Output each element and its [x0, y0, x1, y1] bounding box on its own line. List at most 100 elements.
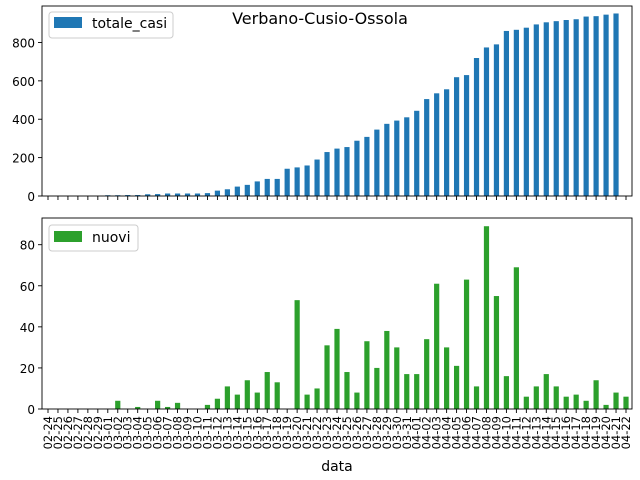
x-tick-label: 04-14 — [539, 416, 553, 449]
bar-totale_casi-03-21 — [304, 165, 310, 196]
y-tick-label: 0 — [27, 190, 35, 204]
bar-totale_casi-04-17 — [573, 19, 579, 196]
bottom-axes-frame — [41, 217, 633, 410]
bar-nuovi-03-18 — [274, 382, 280, 409]
x-tick-label: 04-05 — [450, 416, 464, 449]
bar-totale_casi-04-07 — [473, 58, 480, 197]
bar-totale_casi-04-11 — [513, 29, 519, 196]
chart-title: Verbano-Cusio-Ossola — [232, 9, 408, 28]
bar-nuovi-03-04 — [135, 406, 141, 409]
x-tick-label: 03-23 — [320, 416, 334, 449]
x-tick-label: 03-31 — [400, 416, 414, 449]
x-tick-label: 04-06 — [460, 416, 474, 449]
x-tick-label: 04-20 — [599, 416, 613, 449]
bar-nuovi-04-07 — [473, 386, 480, 409]
x-tick-label: 03-27 — [360, 416, 374, 449]
x-tick-label: 04-21 — [609, 416, 623, 449]
bar-nuovi-04-20 — [603, 404, 609, 409]
bar-totale_casi-03-11 — [204, 193, 211, 196]
bar-nuovi-04-17 — [573, 394, 579, 409]
bar-nuovi-03-15 — [244, 380, 250, 409]
bar-totale_casi-04-02 — [424, 99, 430, 196]
bar-totale_casi-03-15 — [244, 184, 250, 196]
bar-totale_casi-03-24 — [334, 148, 340, 196]
bar-nuovi-04-09 — [493, 296, 500, 409]
x-tick-label: 04-01 — [410, 416, 424, 449]
x-tick-label: 03-02 — [111, 416, 125, 449]
bar-nuovi-04-02 — [424, 339, 430, 409]
x-tick-label: 03-19 — [280, 416, 294, 449]
top-axes-frame — [41, 5, 633, 197]
x-tick-label: 02-26 — [61, 416, 75, 449]
bottom-bars — [115, 226, 629, 409]
x-tick-label: 04-22 — [619, 416, 633, 449]
bar-nuovi-03-20 — [294, 300, 300, 409]
x-tick-label: 03-13 — [220, 416, 234, 449]
bar-totale_casi-03-14 — [234, 186, 240, 196]
x-tick-label: 03-30 — [390, 416, 404, 449]
bottom-legend-swatch — [54, 231, 82, 242]
y-tick-label: 400 — [12, 113, 35, 127]
bar-nuovi-03-17 — [264, 372, 270, 409]
x-tick-label: 03-21 — [300, 416, 314, 449]
bar-totale_casi-03-10 — [194, 193, 201, 196]
x-tick-label: 04-09 — [489, 416, 503, 449]
bar-totale_casi-03-25 — [344, 147, 350, 196]
x-tick-label: 04-12 — [519, 416, 533, 449]
x-tick-label: 03-22 — [310, 416, 324, 449]
x-tick-label: 02-28 — [81, 416, 95, 449]
bar-totale_casi-03-13 — [224, 189, 230, 196]
bar-totale_casi-03-09 — [184, 193, 191, 196]
bar-totale_casi-04-20 — [603, 14, 609, 197]
bar-totale_casi-03-18 — [274, 178, 280, 196]
bar-totale_casi-04-21 — [613, 13, 619, 197]
bar-nuovi-04-06 — [463, 279, 470, 409]
bar-totale_casi-03-28 — [374, 129, 380, 196]
x-tick-label: 03-11 — [200, 416, 214, 449]
x-tick-label: 04-18 — [579, 416, 593, 449]
x-tick-label: 03-07 — [161, 416, 175, 449]
y-tick-label: 80 — [20, 239, 35, 253]
x-tick-label: 04-02 — [420, 416, 434, 449]
x-tick-label: 04-10 — [499, 416, 513, 449]
bottom-panel: 0 20 40 60 80 02-2402-2502-2602-2702-2802-29… — [20, 217, 633, 475]
bar-totale_casi-04-12 — [523, 27, 529, 196]
bar-totale_casi-04-03 — [434, 93, 440, 196]
bar-nuovi-04-11 — [513, 267, 519, 409]
bar-totale_casi-04-14 — [543, 22, 549, 197]
bar-totale_casi-04-16 — [563, 20, 569, 197]
x-tick-label: 03-17 — [260, 416, 274, 449]
bar-nuovi-04-05 — [453, 365, 460, 409]
bar-totale_casi-03-20 — [294, 167, 300, 196]
x-tick-label: 04-07 — [470, 416, 484, 449]
x-tick-label: 04-15 — [549, 416, 563, 449]
x-tick-label: 02-27 — [71, 416, 85, 449]
x-tick-label: 03-25 — [340, 416, 354, 449]
x-tick-label: 03-01 — [101, 416, 115, 449]
bar-totale_casi-03-08 — [174, 193, 181, 196]
bar-nuovi-03-23 — [324, 345, 330, 409]
bar-totale_casi-04-08 — [483, 47, 490, 197]
x-tick-label: 03-08 — [171, 416, 185, 449]
x-tick-label: 02-24 — [41, 416, 55, 449]
bar-nuovi-03-26 — [354, 392, 360, 409]
bar-nuovi-04-10 — [503, 376, 510, 409]
bar-totale_casi-03-30 — [394, 120, 400, 196]
bar-nuovi-03-11 — [204, 404, 211, 409]
top-bars — [105, 13, 619, 197]
bar-nuovi-03-28 — [374, 367, 380, 409]
top-panel: 0 200 400 600 800 totale_casi Verbano-Cusio-… — [12, 5, 633, 204]
x-tick-label: 03-24 — [330, 416, 344, 449]
bottom-legend: nuovi — [48, 224, 139, 252]
y-tick-label: 800 — [12, 36, 35, 50]
bar-nuovi-03-27 — [364, 341, 370, 409]
x-tick-label: 04-16 — [559, 416, 573, 449]
y-tick-label: 600 — [12, 75, 35, 89]
bar-totale_casi-04-15 — [553, 21, 559, 196]
x-tick-label: 03-26 — [350, 416, 364, 449]
x-tick-label: 03-29 — [380, 416, 394, 449]
x-tick-label: 04-13 — [529, 416, 543, 449]
x-tick-label: 04-04 — [440, 416, 454, 449]
bar-nuovi-03-31 — [404, 374, 410, 409]
bar-totale_casi-03-05 — [145, 194, 151, 196]
